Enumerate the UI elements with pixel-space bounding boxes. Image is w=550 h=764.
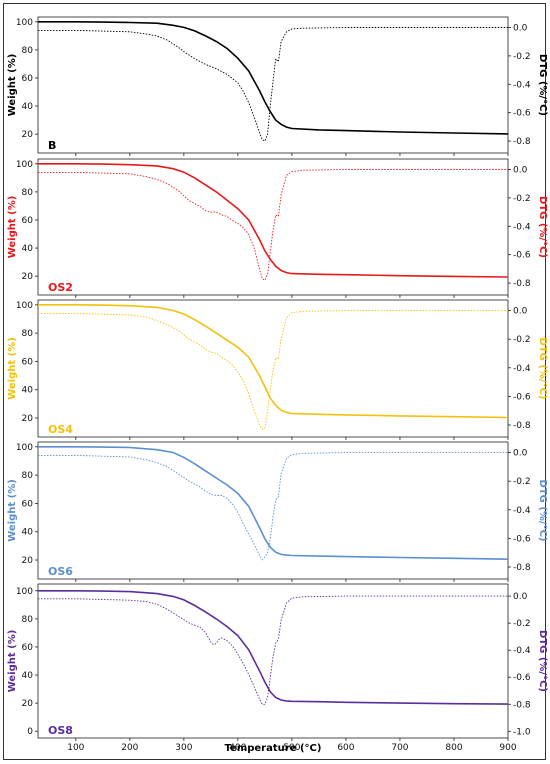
right-tick-label: 0.0 <box>513 166 528 176</box>
left-tick-label: 40 <box>22 244 34 254</box>
left-tick-label: 0 <box>27 727 33 737</box>
right-tick-label: -0.4 <box>513 646 531 656</box>
x-tick-label: 200 <box>121 743 138 753</box>
x-tick-label: 800 <box>445 743 462 753</box>
right-tick-label: 0.0 <box>513 307 528 317</box>
left-tick-label: 80 <box>22 329 34 339</box>
panel-label: OS8 <box>48 724 73 737</box>
right-tick-label: -0.2 <box>513 52 531 62</box>
tg-series-b <box>38 20 509 135</box>
left-tick-label: 80 <box>22 188 34 198</box>
panel-label: OS6 <box>48 565 73 578</box>
weight-axis-title: Weight (%) <box>7 630 18 693</box>
figure-frame <box>3 3 546 760</box>
right-tick-label: -0.4 <box>513 80 531 90</box>
right-tick-label: -0.8 <box>513 279 531 289</box>
x-tick-label: 400 <box>229 743 246 753</box>
left-tick-label: 100 <box>16 301 33 311</box>
dtg-axis-title: DTG (%/°C) <box>537 338 548 400</box>
right-tick-label: 0.0 <box>513 592 528 602</box>
left-tick-label: 60 <box>22 499 34 509</box>
dtg-series-os6 <box>38 452 508 561</box>
right-tick-label: -0.6 <box>513 392 531 402</box>
weight-axis-title: Weight (%) <box>7 196 18 259</box>
left-tick-label: 100 <box>16 443 33 453</box>
left-tick-label: 40 <box>22 386 34 396</box>
dtg-axis-title: DTG (%/°C) <box>537 196 548 258</box>
left-tick-label: 20 <box>22 699 34 709</box>
dtg-series-b <box>38 27 508 142</box>
x-tick-label: 700 <box>391 743 408 753</box>
left-tick-label: 100 <box>16 587 33 597</box>
x-tick-label: 900 <box>499 743 516 753</box>
panel-os8-plot-area <box>37 583 509 739</box>
weight-axis-title: Weight (%) <box>7 54 18 117</box>
x-tick-label: 600 <box>337 743 354 753</box>
left-tick-label: 80 <box>22 46 34 56</box>
x-tick-label: 100 <box>67 743 84 753</box>
right-tick-label: 0.0 <box>513 449 528 459</box>
right-tick-label: -1.0 <box>513 727 531 737</box>
left-tick-label: 40 <box>22 102 34 112</box>
right-tick-label: 0.0 <box>513 24 528 34</box>
panel-os2-plot-area <box>37 158 509 296</box>
right-tick-label: -0.6 <box>513 673 531 683</box>
left-tick-label: 60 <box>22 74 34 84</box>
left-tick-label: 40 <box>22 528 34 538</box>
dtg-axis-title: DTG (%/°C) <box>537 480 548 542</box>
right-tick-label: -0.2 <box>513 477 531 487</box>
panel-label: OS4 <box>48 423 73 436</box>
right-tick-label: -0.6 <box>513 534 531 544</box>
dtg-axis-title: DTG (%/°C) <box>537 630 548 692</box>
right-tick-label: -0.4 <box>513 364 531 374</box>
right-tick-label: -0.6 <box>513 251 531 261</box>
right-tick-label: -0.8 <box>513 563 531 573</box>
weight-axis-title: Weight (%) <box>7 337 18 400</box>
left-tick-label: 100 <box>16 18 33 28</box>
right-tick-label: -0.8 <box>513 700 531 710</box>
left-tick-label: 20 <box>22 272 34 282</box>
right-tick-label: -0.4 <box>513 222 531 232</box>
left-tick-label: 60 <box>22 643 34 653</box>
left-tick-label: 80 <box>22 471 34 481</box>
right-tick-label: -0.2 <box>513 194 531 204</box>
dtg-axis-title: DTG (%/°C) <box>537 54 548 116</box>
tg-series-os4 <box>38 303 509 419</box>
right-tick-label: -0.4 <box>513 506 531 516</box>
panel-os4-plot-area <box>37 299 509 438</box>
tg-series-os8 <box>38 589 509 705</box>
left-tick-label: 40 <box>22 671 34 681</box>
left-tick-label: 20 <box>22 556 34 566</box>
right-tick-label: -0.2 <box>513 335 531 345</box>
left-tick-label: 20 <box>22 130 34 140</box>
right-tick-label: -0.6 <box>513 109 531 119</box>
left-tick-label: 100 <box>16 160 33 170</box>
dtg-series-os2 <box>38 169 508 281</box>
dtg-series-os4 <box>38 310 508 430</box>
x-tick-label: 300 <box>175 743 192 753</box>
panel-label: OS2 <box>48 281 73 294</box>
panel-os6-plot-area <box>37 441 509 580</box>
panel-b-plot-area <box>37 16 509 154</box>
right-tick-label: -0.8 <box>513 137 531 147</box>
left-tick-label: 60 <box>22 357 34 367</box>
right-tick-label: -0.2 <box>513 619 531 629</box>
left-tick-label: 80 <box>22 615 34 625</box>
tg-series-os6 <box>38 445 509 560</box>
dtg-series-os8 <box>38 595 508 705</box>
left-tick-label: 60 <box>22 216 34 226</box>
panel-label: B <box>48 139 56 152</box>
weight-axis-title: Weight (%) <box>7 479 18 542</box>
tg-series-os2 <box>38 163 509 278</box>
left-tick-label: 20 <box>22 414 34 424</box>
right-tick-label: -0.8 <box>513 421 531 431</box>
x-axis-title: Temperature (°C) <box>225 743 322 754</box>
x-tick-label: 500 <box>283 743 300 753</box>
